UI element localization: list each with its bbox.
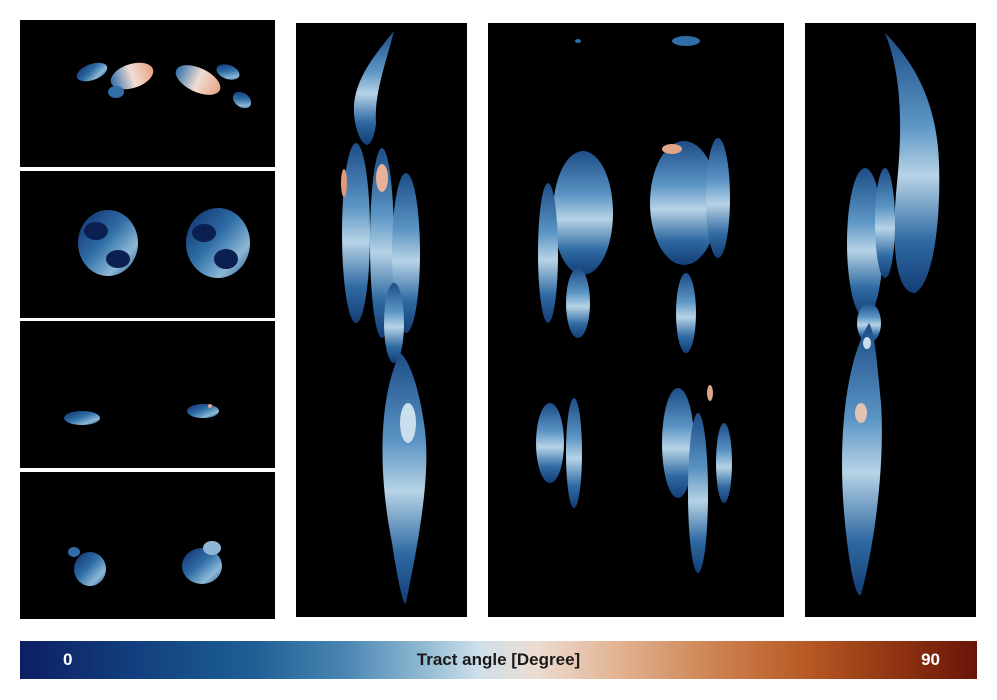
axial-slice-panel-2 [20, 171, 275, 318]
axial-slice-panel-3 [20, 321, 275, 468]
tract-overlay-image [341, 31, 427, 604]
tract-overlay-image [64, 404, 219, 425]
colorbar-title: Tract angle [Degree] [416, 650, 581, 669]
tract-overlay-image [842, 33, 940, 596]
axial-slice-panel-1 [20, 20, 275, 167]
colorbar-min-label: 0 [63, 650, 73, 669]
coronal-panel-a [296, 23, 467, 617]
tract-overlay-image [76, 62, 252, 109]
colorbar: 0 Tract angle [Degree] 90 [20, 641, 977, 679]
colorbar-max-label: 90 [921, 650, 940, 669]
coronal-panel-b [488, 23, 784, 617]
tract-overlay-image [78, 208, 250, 278]
tract-overlay-image [536, 36, 732, 573]
axial-slice-panel-4 [20, 472, 275, 619]
tract-overlay-image [68, 541, 222, 586]
sagittal-panel [805, 23, 976, 617]
